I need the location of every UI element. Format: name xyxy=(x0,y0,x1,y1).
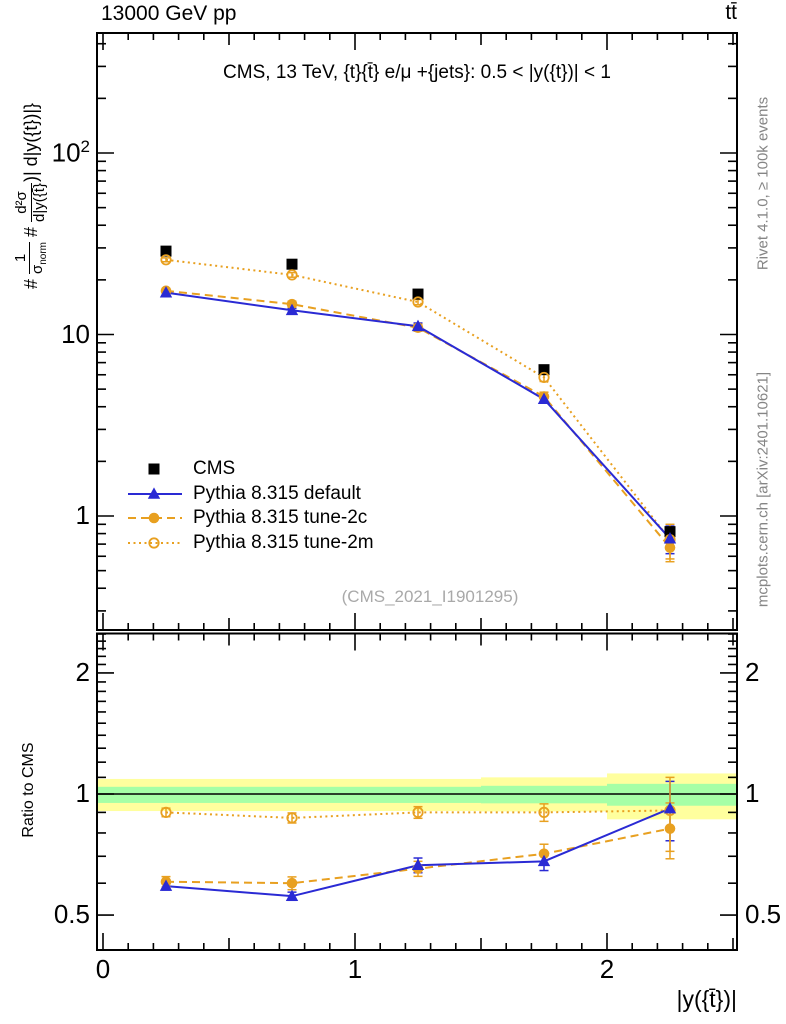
circle-open-marker xyxy=(160,254,172,266)
ratio-tick-label-left: 1 xyxy=(75,778,90,808)
circle-open-marker xyxy=(412,806,424,818)
circle-open-marker xyxy=(538,371,550,384)
triangle-marker xyxy=(285,303,299,316)
y-tick-label: 10 xyxy=(61,318,90,349)
mcplots-credit-label: mcplots.cern.ch [arXiv:2401.10621] xyxy=(754,371,772,608)
square-legend-marker xyxy=(148,463,160,475)
y-axis-title: # 1 σnorm # d²σ d|y({t̄} )| d|y({t})|} xyxy=(7,26,55,366)
circle-open-marker xyxy=(286,812,298,824)
square-marker xyxy=(412,288,424,300)
square-marker xyxy=(538,364,550,376)
legend-item-pythia-default: Pythia 8.315 default xyxy=(126,482,374,507)
circle-open-legend-marker xyxy=(148,537,160,549)
formula-hash-1: # xyxy=(20,279,41,290)
y-tick-label: 102 xyxy=(51,137,90,168)
cms-uncertainty-bands xyxy=(97,773,737,820)
triangle-line-icon xyxy=(128,487,182,499)
ratio-tick-label-left: 0.5 xyxy=(53,899,90,929)
rivet-version-label: Rivet 4.1.0, ≥ 100k events xyxy=(754,96,772,271)
process-label: tt̄ xyxy=(725,1,737,24)
main-panel-frame xyxy=(96,32,738,631)
ratio-tick-label-left: 2 xyxy=(75,656,90,687)
green-band xyxy=(97,786,229,803)
analysis-watermark: (CMS_2021_I1901295) xyxy=(341,587,519,606)
formula-fraction-norm: 1 σnorm xyxy=(11,241,50,275)
circle-dashed-line-icon xyxy=(128,513,182,524)
square-marker xyxy=(286,258,298,270)
axis-ticks xyxy=(97,33,737,950)
triangle-marker xyxy=(159,879,173,891)
formula-close: )| xyxy=(20,171,41,183)
triangle-marker xyxy=(663,532,677,544)
circle-marker xyxy=(538,848,550,860)
x-tick-label: 1 xyxy=(347,954,363,984)
ratio-tick-label-right: 0.5 xyxy=(745,899,782,929)
series-line-pythia-8-315-tune-2m xyxy=(165,258,671,819)
circle-open-marker xyxy=(286,269,298,281)
x-tick-label: 0 xyxy=(95,954,111,984)
formula-hash-2: # xyxy=(20,226,41,237)
ratio-tick-label-right: 2 xyxy=(745,656,760,687)
triangle-marker xyxy=(537,392,551,405)
triangle-marker xyxy=(411,858,425,871)
triangle-marker xyxy=(285,889,299,901)
triangle-marker xyxy=(663,801,677,814)
circle-open-marker xyxy=(412,296,424,308)
ratio-panel-frame xyxy=(96,632,738,951)
circle-legend-marker xyxy=(148,513,160,524)
circle-marker xyxy=(664,823,676,834)
triangle-marker xyxy=(537,854,551,867)
square-marker xyxy=(664,526,676,538)
cms-square-icon xyxy=(148,463,160,475)
circle-open-marker xyxy=(160,806,172,818)
open-circle-dotted-line-icon xyxy=(128,537,182,549)
legend-item-pythia-tune2c: Pythia 8.315 tune-2c xyxy=(126,506,374,531)
x-tick-label: 2 xyxy=(599,954,615,984)
plot-title: CMS, 13 TeV, {t}{t̄} e/μ +{jets}: 0.5 < … xyxy=(223,62,611,83)
formula-fraction-xsec: d²σ d|y({t̄} xyxy=(13,183,48,222)
legend-item-cms: CMS xyxy=(126,457,374,482)
legend: CMS Pythia 8.315 default Pythia 8.315 tu… xyxy=(126,457,374,555)
green-band xyxy=(607,783,737,806)
triangle-legend-marker xyxy=(147,487,161,499)
legend-label: Pythia 8.315 tune-2c xyxy=(193,507,368,529)
circle-open-marker xyxy=(538,806,550,818)
triangle-marker xyxy=(411,319,425,332)
legend-label: CMS xyxy=(193,458,236,480)
legend-label: Pythia 8.315 default xyxy=(193,482,361,504)
green-band xyxy=(355,786,481,803)
legend-label: Pythia 8.315 tune-2m xyxy=(193,532,374,554)
x-axis-title: |y({t̄})| xyxy=(676,986,737,1012)
legend-item-pythia-tune2m: Pythia 8.315 tune-2m xyxy=(126,531,374,556)
circle-marker xyxy=(664,542,676,553)
green-band xyxy=(229,786,355,803)
data-points-cms xyxy=(160,245,676,538)
circle-marker xyxy=(286,877,298,889)
beam-energy-label: 13000 GeV pp xyxy=(101,2,237,25)
square-marker xyxy=(160,245,172,257)
data-points-pythia-8-315-default xyxy=(159,286,677,901)
ratio-tick-label-right: 1 xyxy=(745,778,760,808)
y-tick-label: 1 xyxy=(75,500,90,530)
triangle-marker xyxy=(159,286,173,298)
